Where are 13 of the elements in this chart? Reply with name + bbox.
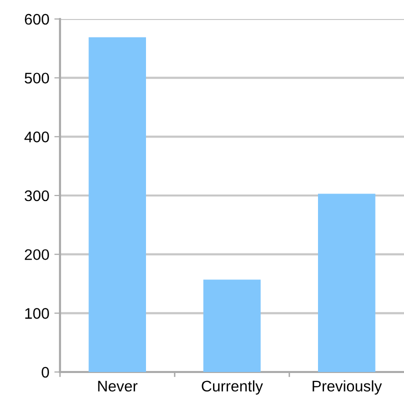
x-tick-label: Previously [312, 380, 382, 395]
y-tick-label: 0 [42, 366, 49, 378]
bar [203, 280, 261, 372]
x-tick-label: Never [98, 380, 138, 392]
y-tick-label: 200 [24, 249, 49, 260]
bar [88, 37, 146, 372]
bar [318, 194, 376, 372]
y-tick-label: 400 [24, 132, 49, 142]
x-tick-label: Currently [202, 380, 263, 395]
y-tick-label: 600 [24, 14, 49, 25]
y-tick-label: 300 [24, 190, 49, 202]
y-tick-label: 100 [25, 308, 49, 319]
y-tick-label: 500 [24, 72, 49, 84]
